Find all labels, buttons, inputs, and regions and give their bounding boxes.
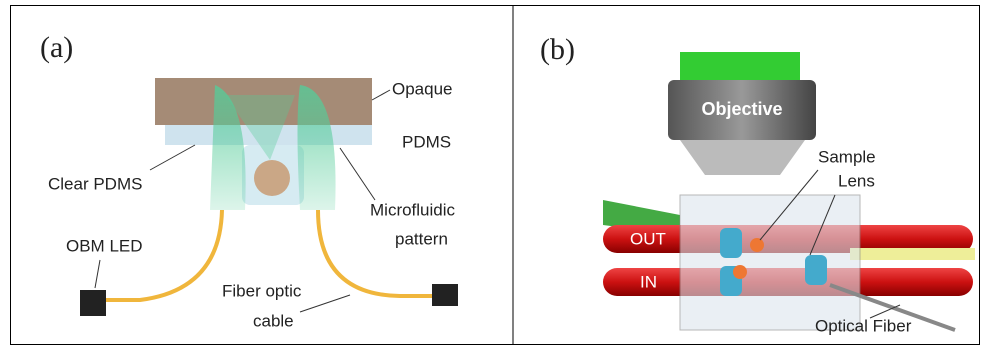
chip bbox=[680, 195, 860, 330]
lens bbox=[805, 255, 827, 285]
objective-ring bbox=[680, 52, 800, 82]
leader bbox=[95, 260, 100, 288]
leader bbox=[150, 145, 195, 170]
panel-a: (a) Opaque PDMS Clear PDMS Microfluidic … bbox=[40, 31, 458, 331]
fiber bbox=[318, 210, 440, 296]
annotation: cable bbox=[253, 311, 294, 330]
panel-b: (b) Objective Sample Lens OUT IN Optical… bbox=[540, 33, 975, 336]
cells bbox=[254, 160, 290, 196]
annotation: Lens bbox=[838, 171, 875, 190]
annotation: Fiber optic bbox=[222, 281, 302, 300]
sample bbox=[733, 265, 747, 279]
annotation: Optical Fiber bbox=[815, 316, 912, 335]
annotation: OBM LED bbox=[66, 236, 143, 255]
annotation: Opaque bbox=[392, 79, 453, 98]
figure: (a) Opaque PDMS Clear PDMS Microfluidic … bbox=[0, 0, 990, 350]
annotation: IN bbox=[640, 272, 657, 291]
panel-label: (b) bbox=[540, 33, 575, 66]
objective-tip bbox=[680, 140, 805, 175]
leader bbox=[340, 148, 375, 200]
sample bbox=[750, 238, 764, 252]
leader bbox=[372, 90, 390, 100]
lens bbox=[720, 228, 742, 258]
annotation: Objective bbox=[701, 99, 782, 119]
annotation: Clear PDMS bbox=[48, 174, 142, 193]
detector bbox=[432, 284, 458, 306]
annotation: pattern bbox=[395, 229, 448, 248]
leader bbox=[300, 295, 350, 312]
annotation: PDMS bbox=[402, 132, 451, 151]
annotation: Microfluidic bbox=[370, 200, 456, 219]
led bbox=[80, 290, 106, 316]
panel-label: (a) bbox=[40, 31, 73, 64]
fiber bbox=[850, 248, 975, 260]
annotation: OUT bbox=[630, 229, 666, 248]
annotation: Sample bbox=[818, 147, 876, 166]
